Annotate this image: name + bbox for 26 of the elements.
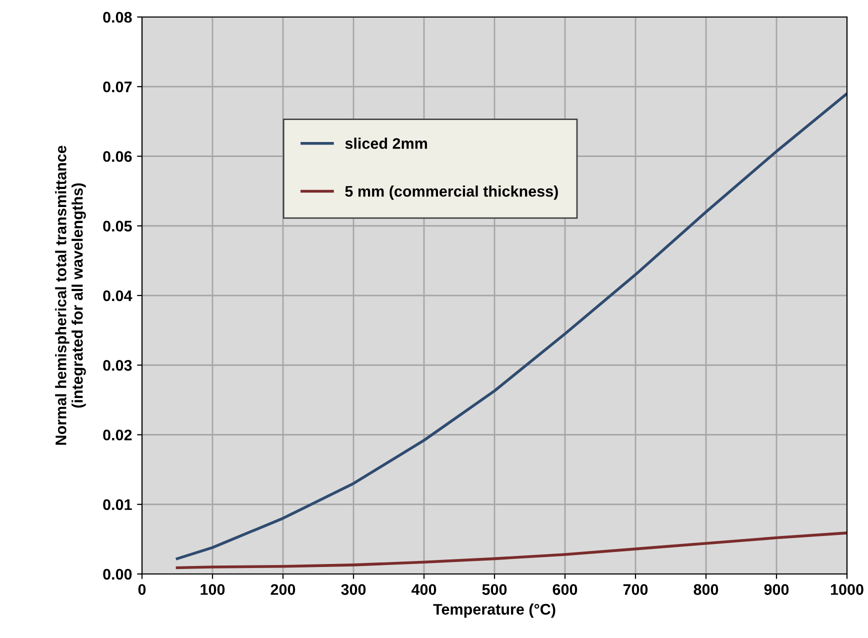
y-tick-label: 0.06 [103, 151, 132, 162]
x-tick-label: 500 [482, 584, 507, 595]
x-tick-label: 200 [270, 584, 296, 595]
x-tick-label: 100 [200, 584, 225, 595]
y-tick-label: 0.00 [103, 568, 132, 580]
y-tick-label: 0.05 [103, 220, 132, 232]
line-series [176, 532, 847, 570]
line-series [176, 92, 847, 560]
x-tick-label: 700 [623, 584, 648, 595]
y-tick-label: 0.02 [103, 430, 132, 440]
y-axis-title: Normal hemispherical total transmittance (integrated for all wavelengths) [55, 146, 86, 445]
y-tick-label: 0.03 [103, 360, 132, 371]
x-tick-label: 800 [694, 584, 718, 595]
x-tick-label: 400 [411, 584, 436, 595]
y-tick-label: 0.07 [103, 81, 132, 92]
x-axis-title: Temperature (°C) [433, 604, 556, 618]
y-tick-label: 0.04 [103, 290, 132, 302]
x-tick-label: 900 [764, 584, 789, 595]
x-tick-label: 1000 [830, 584, 864, 595]
y-tick-label: 0.01 [103, 499, 132, 510]
y-tick-label: 0.08 [103, 12, 132, 23]
legend-label: sliced 2mm [345, 138, 427, 149]
x-tick-label: 600 [552, 584, 578, 595]
x-tick-label: 300 [341, 584, 366, 595]
x-tick-label: 0 [138, 584, 146, 595]
legend-label: 5 mm (commercial thickness) [345, 186, 558, 200]
